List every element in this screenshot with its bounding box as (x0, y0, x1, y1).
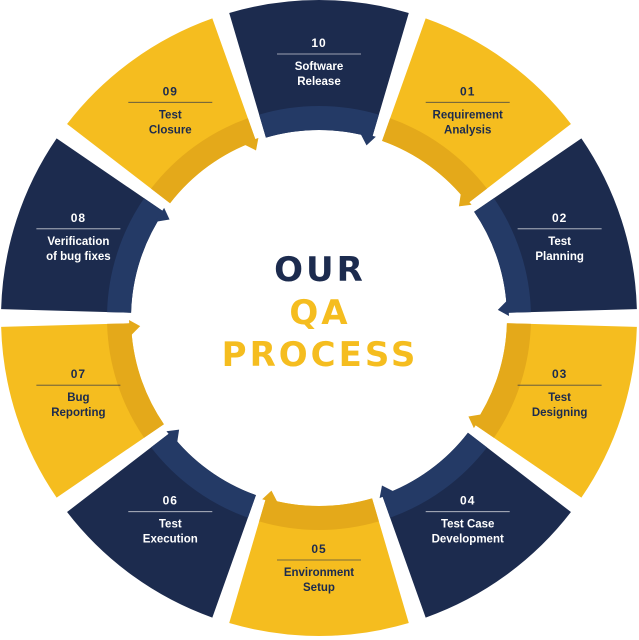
step-03-inner-band (474, 323, 531, 438)
step-06-label-line-2: Execution (143, 534, 198, 546)
step-05-shape (229, 498, 409, 636)
step-01-arrow-notch (458, 191, 472, 207)
step-04-inner-band (382, 432, 487, 518)
step-04-number: 04 (460, 494, 475, 508)
step-07-segment: 07 Bug Reporting (1, 319, 164, 498)
step-01-label-line-1: Requirement (433, 109, 503, 121)
step-10-label-line-1: Software (295, 61, 344, 73)
step-09-label-line-2: Closure (149, 124, 192, 136)
step-09-number: 09 (163, 84, 178, 98)
step-05-inner-band (259, 498, 379, 531)
step-07-arrow-notch (129, 319, 141, 337)
step-06-inner-band (151, 432, 256, 518)
step-02-inner-band (474, 198, 531, 313)
step-05-arrow-notch (262, 490, 279, 504)
step-10-label-line-2: Release (297, 76, 340, 88)
step-04-arrow-notch (379, 485, 396, 499)
step-08-segment: 08 Verification of bug fixes (1, 138, 170, 313)
step-01-segment: 01 Requirement Analysis (382, 18, 571, 207)
step-07-inner-band (107, 323, 164, 438)
step-10-arrow-notch (359, 132, 376, 146)
step-05-label-line-1: Environment (284, 567, 354, 579)
step-10-number: 10 (311, 36, 326, 50)
step-08-number: 08 (71, 211, 86, 225)
step-09-label-line-1: Test (159, 109, 182, 121)
step-01-label-line-2: Analysis (444, 124, 491, 136)
step-04-label-line-1: Test Case (441, 519, 494, 531)
step-07-label-line-1: Bug (67, 392, 89, 404)
step-02-segment: 02 Test Planning (474, 138, 637, 317)
step-10-inner-band (259, 106, 379, 138)
step-01-number: 01 (460, 84, 475, 98)
title-process: PROCESS (221, 335, 419, 375)
step-08-label-line-1: Verification (47, 236, 109, 248)
step-06-number: 06 (163, 494, 178, 508)
step-06-arrow-notch (166, 429, 180, 445)
step-03-arrow-notch (468, 414, 483, 429)
step-02-arrow-notch (497, 299, 509, 317)
step-05-label-line-2: Setup (303, 582, 335, 594)
step-07-number: 07 (71, 367, 86, 381)
step-03-label-line-2: Designing (532, 407, 588, 419)
title-our: OUR (274, 250, 366, 290)
title-qa: QA (289, 293, 351, 333)
step-06-segment: 06 Test Execution (67, 429, 256, 618)
step-02-label-line-1: Test (548, 236, 571, 248)
step-03-number: 03 (552, 367, 567, 381)
step-03-label-line-1: Test (548, 392, 571, 404)
step-08-arrow-notch (155, 207, 170, 222)
step-02-label-line-2: Planning (535, 251, 584, 263)
step-05-number: 05 (311, 542, 326, 556)
step-04-segment: 04 Test Case Development (379, 432, 571, 618)
step-04-label-line-2: Development (432, 534, 504, 546)
step-08-inner-band (107, 198, 164, 313)
step-10-shape (229, 0, 409, 138)
step-08-label-line-2: of bug fixes (46, 251, 111, 263)
step-01-inner-band (382, 118, 487, 204)
step-05-segment: 05 Environment Setup (229, 490, 409, 636)
step-09-inner-band (151, 118, 256, 204)
step-03-segment: 03 Test Designing (468, 323, 637, 498)
step-09-arrow-notch (242, 137, 259, 151)
step-07-label-line-2: Reporting (51, 407, 105, 419)
step-10-segment: 10 Software Release (229, 0, 409, 146)
step-02-number: 02 (552, 211, 567, 225)
step-09-segment: 09 Test Closure (67, 18, 259, 204)
step-06-label-line-1: Test (159, 519, 182, 531)
